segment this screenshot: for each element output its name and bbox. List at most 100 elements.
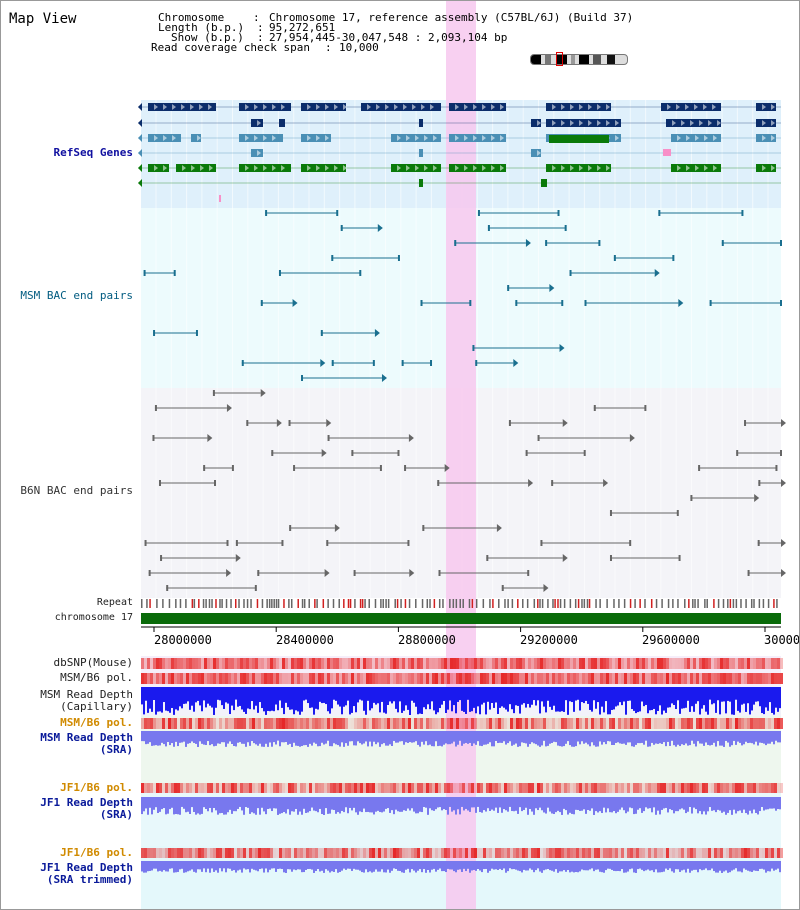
jf1-b6-pol-cell — [420, 783, 423, 793]
msm-b6-pol-cell — [648, 673, 651, 684]
repeat-element — [146, 599, 148, 608]
repeat-element — [396, 599, 399, 608]
msm-sra-depth-bar — [253, 731, 255, 744]
label-jf1-b6-pol-trim[interactable]: JF1/B6 pol. — [60, 846, 133, 859]
msm-b6-pol-cell — [750, 673, 753, 684]
jf1-b6-pol-trim-cell — [324, 848, 327, 858]
label-msm-read-depth-sra[interactable]: MSM Read Depth — [40, 731, 133, 744]
b6n-bac-pair-end — [438, 570, 441, 576]
gene-direction-marker — [473, 104, 477, 110]
label-msm-b6-pol-sra[interactable]: MSM/B6 pol. — [60, 716, 133, 729]
gene-direction-marker — [686, 135, 690, 141]
gene-exon — [419, 149, 423, 157]
jf1-trim-depth-bar — [637, 861, 639, 870]
jf1-sra-depth-bar — [757, 797, 759, 815]
msm-cap-depth-bar — [173, 687, 175, 715]
msm-sra-depth-bar — [609, 731, 611, 742]
label-jf1-b6-pol[interactable]: JF1/B6 pol. — [60, 781, 133, 794]
msm-cap-depth-bar — [307, 687, 309, 704]
msm-b6-pol-sra-cell — [252, 718, 255, 729]
jf1-trim-depth-bar — [765, 861, 767, 873]
msm-b6-pol-sra-cell — [408, 718, 411, 729]
msm-cap-depth-bar — [613, 687, 615, 710]
label-jf1-read-depth-trim[interactable]: JF1 Read Depth — [40, 861, 133, 874]
jf1-b6-pol-cell — [405, 783, 408, 793]
msm-sra-depth-bar — [395, 731, 397, 743]
msm-cap-depth-bar — [575, 687, 577, 701]
jf1-trim-depth-bar — [693, 861, 695, 870]
dbsnp-cell — [732, 658, 735, 669]
jf1-sra-depth-bar — [493, 797, 495, 811]
label-jf1-read-depth[interactable]: JF1 Read Depth — [40, 796, 133, 809]
msm-sra-depth-bar — [257, 731, 259, 746]
jf1-b6-pol-cell — [552, 783, 555, 793]
msm-cap-depth-bar — [731, 687, 733, 715]
msm-b6-pol-sra-cell — [771, 718, 774, 729]
msm-sra-depth-bar — [219, 731, 221, 744]
jf1-trim-depth-bar — [357, 861, 359, 870]
msm-b6-pol-sra-cell — [234, 718, 237, 729]
jf1-b6-pol-cell — [510, 783, 513, 793]
msm-sra-depth-bar — [541, 731, 543, 746]
msm-bac-pair-end — [515, 300, 518, 306]
msm-b6-pol-cell — [360, 673, 363, 684]
jf1-b6-pol-trim-cell — [165, 848, 168, 858]
gene-exon — [546, 119, 621, 127]
jf1-trim-depth-bar — [233, 861, 235, 871]
label-b6n-bac[interactable]: B6N BAC end pairs — [20, 484, 133, 497]
msm-b6-pol-cell — [717, 673, 720, 684]
msm-cap-depth-bar — [299, 687, 301, 715]
jf1-sra-depth-bar — [703, 797, 705, 812]
jf1-sra-depth-bar — [437, 797, 439, 808]
dbsnp-cell — [444, 658, 447, 669]
jf1-b6-pol-trim-cell — [687, 848, 690, 858]
repeat-element — [767, 599, 770, 608]
msm-b6-pol-sra-cell — [228, 718, 231, 729]
jf1-b6-pol-trim-cell — [336, 848, 339, 858]
jf1-trim-depth-bar — [725, 861, 727, 871]
msm-b6-pol-cell — [528, 673, 531, 684]
repeat-element — [697, 599, 699, 608]
repeat-element — [492, 599, 494, 608]
msm-cap-depth-bar — [523, 687, 525, 704]
repeat-element — [243, 599, 245, 608]
label-msm-bac[interactable]: MSM BAC end pairs — [20, 289, 133, 302]
label-dbsnp[interactable]: dbSNP(Mouse) — [53, 656, 133, 669]
repeat-element — [753, 599, 755, 608]
jf1-trim-depth-bar — [643, 861, 645, 872]
gene-direction-marker — [263, 165, 267, 171]
label-msm-b6-pol[interactable]: MSM/B6 pol. — [60, 671, 133, 684]
msm-sra-depth-bar — [659, 731, 661, 744]
repeat-element — [193, 599, 196, 608]
label-msm-read-depth-cap[interactable]: MSM Read Depth — [40, 688, 133, 701]
chromosome-ideogram[interactable] — [530, 54, 628, 65]
jf1-b6-pol-trim-cell — [294, 848, 297, 858]
jf1-trim-depth-bar — [653, 861, 655, 873]
msm-cap-depth-bar — [267, 687, 269, 711]
msm-sra-depth-bar — [285, 731, 287, 743]
repeat-element — [713, 599, 715, 608]
msm-b6-pol-sra-cell — [468, 718, 471, 729]
jf1-b6-pol-cell — [696, 783, 699, 793]
msm-cap-depth-bar — [385, 687, 387, 714]
jf1-b6-pol-cell — [141, 783, 144, 793]
msm-cap-depth-bar — [215, 687, 217, 708]
gene-direction-marker — [272, 135, 276, 141]
msm-sra-depth-bar — [417, 731, 419, 745]
msm-cap-depth-bar — [737, 687, 739, 711]
msm-sra-depth-bar — [557, 731, 559, 746]
b6n-bac-pair-end — [527, 570, 530, 576]
msm-b6-pol-sra-cell — [237, 718, 240, 729]
msm-sra-depth-bar — [745, 731, 747, 742]
label-refseq-genes[interactable]: RefSeq Genes — [53, 146, 133, 159]
dbsnp-cell — [735, 658, 738, 669]
jf1-b6-pol-trim-cell — [309, 848, 312, 858]
msm-sra-depth-bar — [265, 731, 267, 744]
repeat-element — [149, 599, 151, 608]
jf1-trim-depth-bar — [477, 861, 479, 869]
jf1-sra-depth-bar — [643, 797, 645, 812]
msm-sra-depth-bar — [163, 731, 165, 745]
jf1-sra-depth-bar — [405, 797, 407, 811]
jf1-sra-depth-bar — [175, 797, 177, 814]
